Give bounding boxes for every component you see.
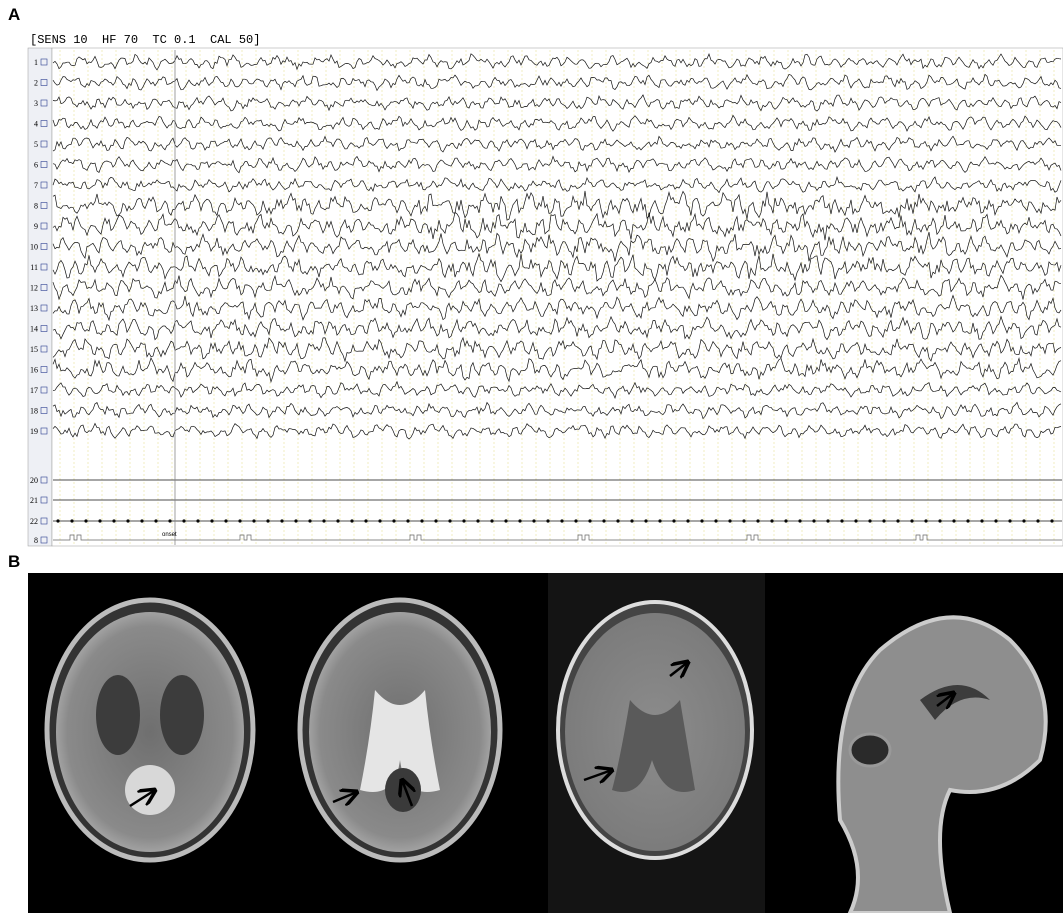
channel-number: 4 — [34, 120, 38, 129]
channel-number: 19 — [30, 427, 38, 436]
channel-number: 1 — [34, 58, 38, 67]
channel-number: 7 — [34, 181, 38, 190]
channel-number: 9 — [34, 222, 38, 231]
channel-gutter — [28, 48, 52, 546]
page: A [SENS 10 HF 70 TC 0.1 CAL 50] 12345678… — [0, 0, 1063, 913]
channel-number: 13 — [30, 304, 38, 313]
channel-number: 22 — [30, 517, 38, 526]
eeg-area — [52, 48, 1063, 546]
channel-number: 2 — [34, 79, 38, 88]
channel-number: 21 — [30, 496, 38, 505]
channel-number: 10 — [30, 243, 38, 252]
panel-label: A — [8, 5, 20, 24]
channel-number: 8 — [34, 536, 38, 545]
channel-number: 12 — [30, 284, 38, 293]
eeg-header: [SENS 10 HF 70 TC 0.1 CAL 50] — [30, 33, 260, 47]
mri-axial-t2-1 — [47, 600, 253, 860]
channel-number: 5 — [34, 140, 38, 149]
channel-number: 3 — [34, 99, 38, 108]
channel-number: 18 — [30, 407, 38, 416]
mri-axial-t2-2 — [300, 600, 500, 860]
channel-number: 17 — [30, 386, 38, 395]
mri-axial-flair — [558, 602, 752, 858]
channel-number: 16 — [30, 366, 38, 375]
channel-number: 20 — [30, 476, 38, 485]
channel-number: 6 — [34, 161, 38, 170]
channel-number: 15 — [30, 345, 38, 354]
channel-number: 14 — [30, 325, 38, 334]
figure: A [SENS 10 HF 70 TC 0.1 CAL 50] 12345678… — [0, 0, 1063, 913]
panel-label: B — [8, 552, 20, 571]
channel-number: 11 — [30, 263, 38, 272]
channel-number: 8 — [34, 202, 38, 211]
